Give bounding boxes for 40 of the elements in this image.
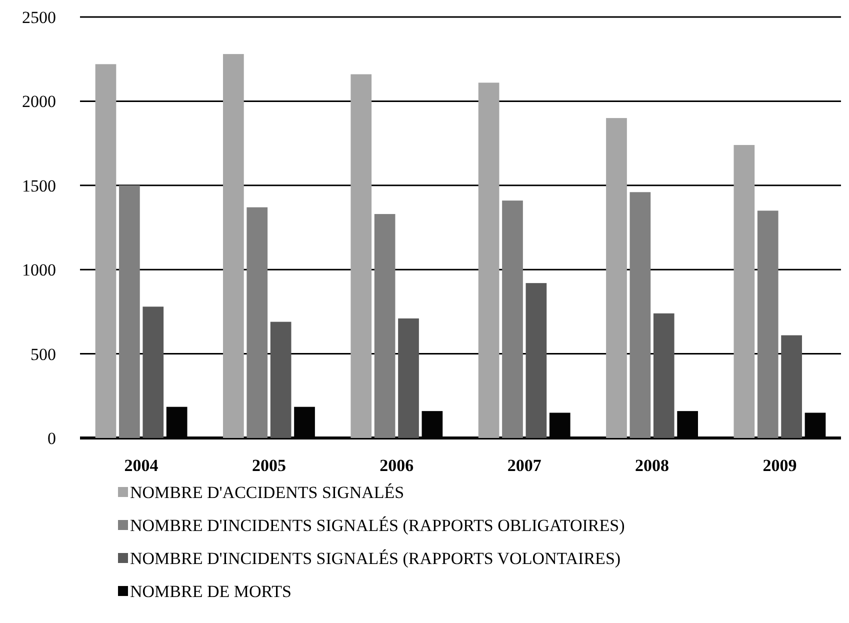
bar — [166, 406, 188, 438]
legend-label: NOMBRE D'INCIDENTS SIGNALÉS (RAPPORTS OBLIGATOIRES) — [130, 516, 625, 535]
x-tick-label: 2005 — [252, 456, 286, 475]
bar — [422, 411, 443, 438]
y-tick-label: 1500 — [22, 176, 56, 196]
bar — [781, 335, 802, 438]
bar — [350, 74, 372, 438]
bar — [119, 185, 140, 438]
bar — [398, 318, 419, 438]
bar — [804, 412, 826, 438]
bar — [677, 411, 698, 438]
bar — [95, 64, 116, 438]
bar — [478, 82, 500, 438]
bar — [374, 214, 396, 438]
bar — [142, 306, 164, 438]
y-tick-label: 1000 — [22, 260, 56, 280]
bar — [630, 192, 651, 438]
x-tick-label: 2008 — [635, 456, 670, 475]
x-tick-label: 2006 — [380, 456, 414, 475]
bar — [294, 406, 315, 438]
legend-label: NOMBRE DE MORTS — [130, 582, 292, 601]
y-tick-label: 500 — [30, 344, 56, 364]
x-tick-label: 2004 — [124, 456, 159, 475]
bar — [653, 313, 674, 438]
bar — [734, 144, 755, 438]
legend-label: NOMBRE D'ACCIDENTS SIGNALÉS — [130, 483, 404, 502]
x-tick-label: 2007 — [507, 456, 542, 475]
bar — [526, 283, 547, 438]
bar — [223, 54, 244, 438]
bar — [757, 210, 778, 438]
bar — [502, 200, 523, 438]
bar — [549, 412, 570, 438]
bar — [270, 322, 292, 438]
bar — [246, 207, 268, 438]
y-tick-label: 2500 — [22, 8, 56, 27]
bar — [606, 118, 627, 438]
y-tick-label: 0 — [48, 428, 56, 448]
y-tick-label: 2000 — [22, 92, 56, 112]
legend-label: NOMBRE D'INCIDENTS SIGNALÉS (RAPPORTS VOLONTAIRES) — [130, 549, 621, 568]
x-tick-label: 2009 — [762, 456, 797, 475]
